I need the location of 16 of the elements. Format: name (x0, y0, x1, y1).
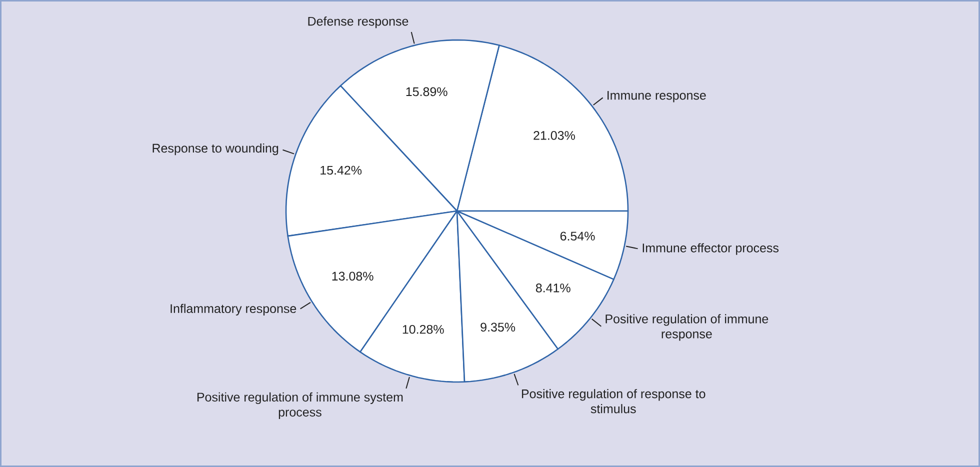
slice-label: Immune response (608, 91, 706, 102)
data-label: 15.89% (406, 87, 448, 96)
data-label: 10.28% (402, 324, 444, 334)
slice-label: Immune effector process (642, 243, 779, 255)
data-label: 21.03% (534, 131, 575, 140)
slice-label: Positive regulation of immune system process (197, 392, 403, 420)
slice-label: Defense response (308, 16, 408, 28)
slice-label: Positive regulation of immune response (606, 314, 768, 341)
data-label: 13.08% (332, 272, 374, 281)
data-label: 9.35% (480, 322, 516, 332)
slice-label: Inflammatory response (170, 304, 296, 316)
slice-label: Positive regulation of response to stimulus (522, 389, 706, 414)
slice-label: Response to wounding (152, 143, 278, 156)
data-label: 6.54% (560, 232, 595, 241)
data-label: 8.41% (536, 284, 570, 292)
data-label: 15.42% (320, 166, 362, 175)
